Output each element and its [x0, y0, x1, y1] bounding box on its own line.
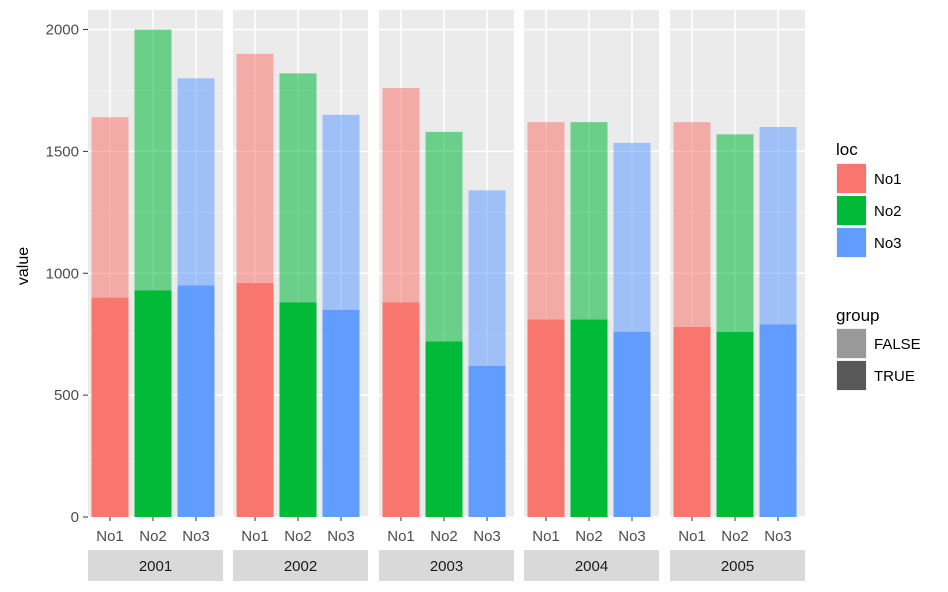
y-axis-title: value — [15, 247, 32, 285]
bar-false-No1-2004 — [527, 122, 565, 320]
bar-false-No2-2002 — [279, 73, 317, 303]
x-tick-label: No1 — [241, 528, 269, 545]
bar-true-No2-2003 — [425, 341, 463, 517]
x-tick-label: No3 — [618, 528, 646, 545]
bar-false-No2-2005 — [716, 134, 754, 332]
facet-strip — [379, 550, 514, 581]
bar-false-No1-2005 — [673, 122, 711, 327]
x-tick-label: No2 — [721, 528, 749, 545]
bar-true-No3-2005 — [759, 324, 797, 517]
bar-true-No3-2003 — [468, 365, 506, 517]
facet-strip — [88, 550, 223, 581]
legend-label-No2: No2 — [874, 203, 902, 220]
x-tick-label: No2 — [575, 528, 603, 545]
bar-false-No3-2002 — [322, 114, 360, 310]
x-tick-label: No2 — [430, 528, 458, 545]
bar-false-No1-2001 — [91, 117, 129, 298]
bar-true-No2-2001 — [134, 290, 172, 517]
bar-true-No3-2004 — [613, 331, 651, 517]
facet-strip-label: 2003 — [430, 558, 463, 575]
bar-true-No2-2002 — [279, 302, 317, 517]
legend-swatch-No1 — [837, 164, 866, 193]
bar-false-No2-2003 — [425, 131, 463, 342]
facet-strip-label: 2005 — [721, 558, 754, 575]
bar-false-No2-2004 — [570, 122, 608, 320]
bar-false-No1-2003 — [382, 88, 420, 303]
bar-false-No3-2003 — [468, 190, 506, 366]
facet-panel-2003: No1 No2 No3 2003 — [379, 10, 514, 581]
legend-swatch-FALSE — [837, 329, 866, 358]
x-tick-label: No1 — [678, 528, 706, 545]
y-tick-label: 1500 — [46, 143, 79, 160]
y-tick-label: 2000 — [46, 22, 79, 39]
bar-true-No1-2004 — [527, 319, 565, 517]
y-tick-label: 500 — [54, 387, 79, 404]
x-tick-label: No3 — [764, 528, 792, 545]
bar-false-No3-2005 — [759, 127, 797, 325]
bar-true-No1-2003 — [382, 302, 420, 517]
legend-swatch-No3 — [837, 228, 866, 257]
facet-panel-2001: No1 No2 No3 2001 — [88, 10, 223, 581]
legend-title-loc: loc — [836, 140, 858, 159]
facet-strip — [670, 550, 805, 581]
legend-label-No3: No3 — [874, 235, 902, 252]
facet-panel-2005: No1 No2 No3 2005 — [670, 10, 805, 581]
bar-true-No2-2004 — [570, 319, 608, 517]
facet-strip-label: 2004 — [575, 558, 608, 575]
bar-true-No1-2002 — [236, 283, 274, 517]
legend-label-TRUE: TRUE — [874, 368, 915, 385]
legend-title-group: group — [836, 306, 879, 325]
facet-strip — [524, 550, 659, 581]
facet-panel-2004: No1 No2 No3 2004 — [524, 10, 659, 581]
bar-false-No1-2002 — [236, 53, 274, 283]
legend-swatch-No2 — [837, 196, 866, 225]
legend-label-No1: No1 — [874, 171, 902, 188]
bar-true-No1-2001 — [91, 297, 129, 517]
x-tick-label: No2 — [139, 528, 167, 545]
facet-panel-2002: No1 No2 No3 2002 — [233, 10, 368, 581]
x-tick-label: No1 — [387, 528, 415, 545]
y-tick-label: 1000 — [46, 265, 79, 282]
legend-label-FALSE: FALSE — [874, 336, 921, 353]
bar-false-No3-2001 — [177, 78, 215, 286]
bar-true-No3-2001 — [177, 285, 215, 517]
facet-strip — [233, 550, 368, 581]
y-axis: 0 500 1000 1500 2000 — [46, 22, 88, 526]
x-tick-label: No1 — [96, 528, 124, 545]
bar-true-No2-2005 — [716, 331, 754, 517]
x-tick-label: No2 — [284, 528, 312, 545]
facet-strip-label: 2002 — [284, 558, 317, 575]
x-tick-label: No3 — [327, 528, 355, 545]
bar-true-No1-2005 — [673, 326, 711, 517]
facet-strip-label: 2001 — [139, 558, 172, 575]
y-tick-label: 0 — [71, 509, 79, 526]
legend-swatch-TRUE — [837, 361, 866, 390]
legend: loc No1 No2 No3 group FALSE TRUE — [836, 140, 921, 391]
bar-true-No3-2002 — [322, 309, 360, 517]
bar-false-No2-2001 — [134, 29, 172, 291]
x-tick-label: No1 — [532, 528, 560, 545]
x-tick-label: No3 — [473, 528, 501, 545]
bar-false-No3-2004 — [613, 142, 651, 332]
x-tick-label: No3 — [182, 528, 210, 545]
